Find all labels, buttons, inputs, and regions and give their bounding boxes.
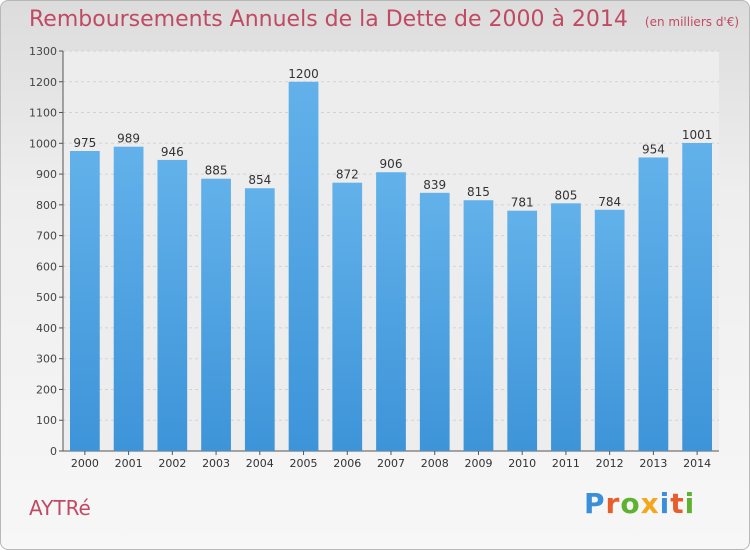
bar-value-label: 872 [336,168,359,182]
y-tick-label: 1000 [29,137,57,150]
x-tick-label: 2002 [158,457,186,470]
bar [157,159,188,451]
logo-letter: t [670,487,685,520]
bar [638,157,669,451]
bar [419,192,450,451]
x-tick-label: 2013 [639,457,667,470]
x-tick-label: 2001 [115,457,143,470]
bar-value-label: 1001 [682,128,713,142]
bar-value-label: 815 [467,185,490,199]
bar-value-label: 954 [642,142,665,156]
bar [288,81,319,452]
y-tick-label: 500 [36,291,57,304]
bar-value-label: 975 [73,136,96,150]
bar-value-label: 805 [554,188,577,202]
bar [507,210,538,451]
bar-value-label: 946 [161,145,184,159]
x-tick-label: 2008 [421,457,449,470]
y-tick-label: 1300 [29,45,57,58]
proxiti-logo: Proxiti [584,487,695,520]
logo-letter: x [640,487,660,520]
y-tick-label: 400 [36,322,57,335]
x-tick-label: 2009 [464,457,492,470]
bar [682,143,713,451]
x-tick-label: 2014 [683,457,711,470]
bar [69,151,100,451]
x-tick-label: 2007 [377,457,405,470]
y-tick-label: 900 [36,168,57,181]
bar [332,182,363,451]
x-tick-label: 2011 [552,457,580,470]
y-tick-label: 100 [36,414,57,427]
bar [463,200,494,451]
bar [201,178,231,451]
y-tick-label: 200 [36,383,57,396]
bar-value-label: 1200 [288,67,319,81]
y-tick-label: 1200 [29,76,57,89]
y-tick-label: 600 [36,260,57,273]
y-tick-label: 800 [36,199,57,212]
x-tick-label: 2003 [202,457,230,470]
bar-value-label: 784 [598,195,621,209]
logo-letter: i [684,487,696,520]
logo-letter: o [620,487,641,520]
y-tick-label: 1100 [29,107,57,120]
logo-letter: r [605,487,621,520]
x-tick-label: 2010 [508,457,536,470]
x-tick-label: 2004 [246,457,274,470]
logo-letter: P [584,487,606,520]
logo-letter: i [659,487,671,520]
town-label: AYTRé [29,496,91,520]
bar [551,203,581,451]
bar-value-label: 989 [117,132,140,146]
bar-value-label: 854 [248,173,271,187]
bar-value-label: 781 [511,196,534,210]
bar-value-label: 885 [205,164,228,178]
x-tick-label: 2005 [290,457,318,470]
chart-title: Remboursements Annuels de la Dette de 20… [29,7,739,32]
y-tick-label: 0 [50,445,57,458]
x-tick-label: 2000 [71,457,99,470]
chart-title-text: Remboursements Annuels de la Dette de 20… [29,7,628,32]
y-tick-label: 300 [36,353,57,366]
bar-value-label: 906 [380,157,403,171]
bar-value-label: 839 [423,178,446,192]
bar [244,188,275,451]
y-tick-label: 700 [36,230,57,243]
bar [594,209,625,451]
bar [376,172,406,451]
bar [113,146,144,451]
x-tick-label: 2012 [596,457,624,470]
x-tick-label: 2006 [333,457,361,470]
chart-unit-label: (en milliers d'€) [644,15,740,29]
